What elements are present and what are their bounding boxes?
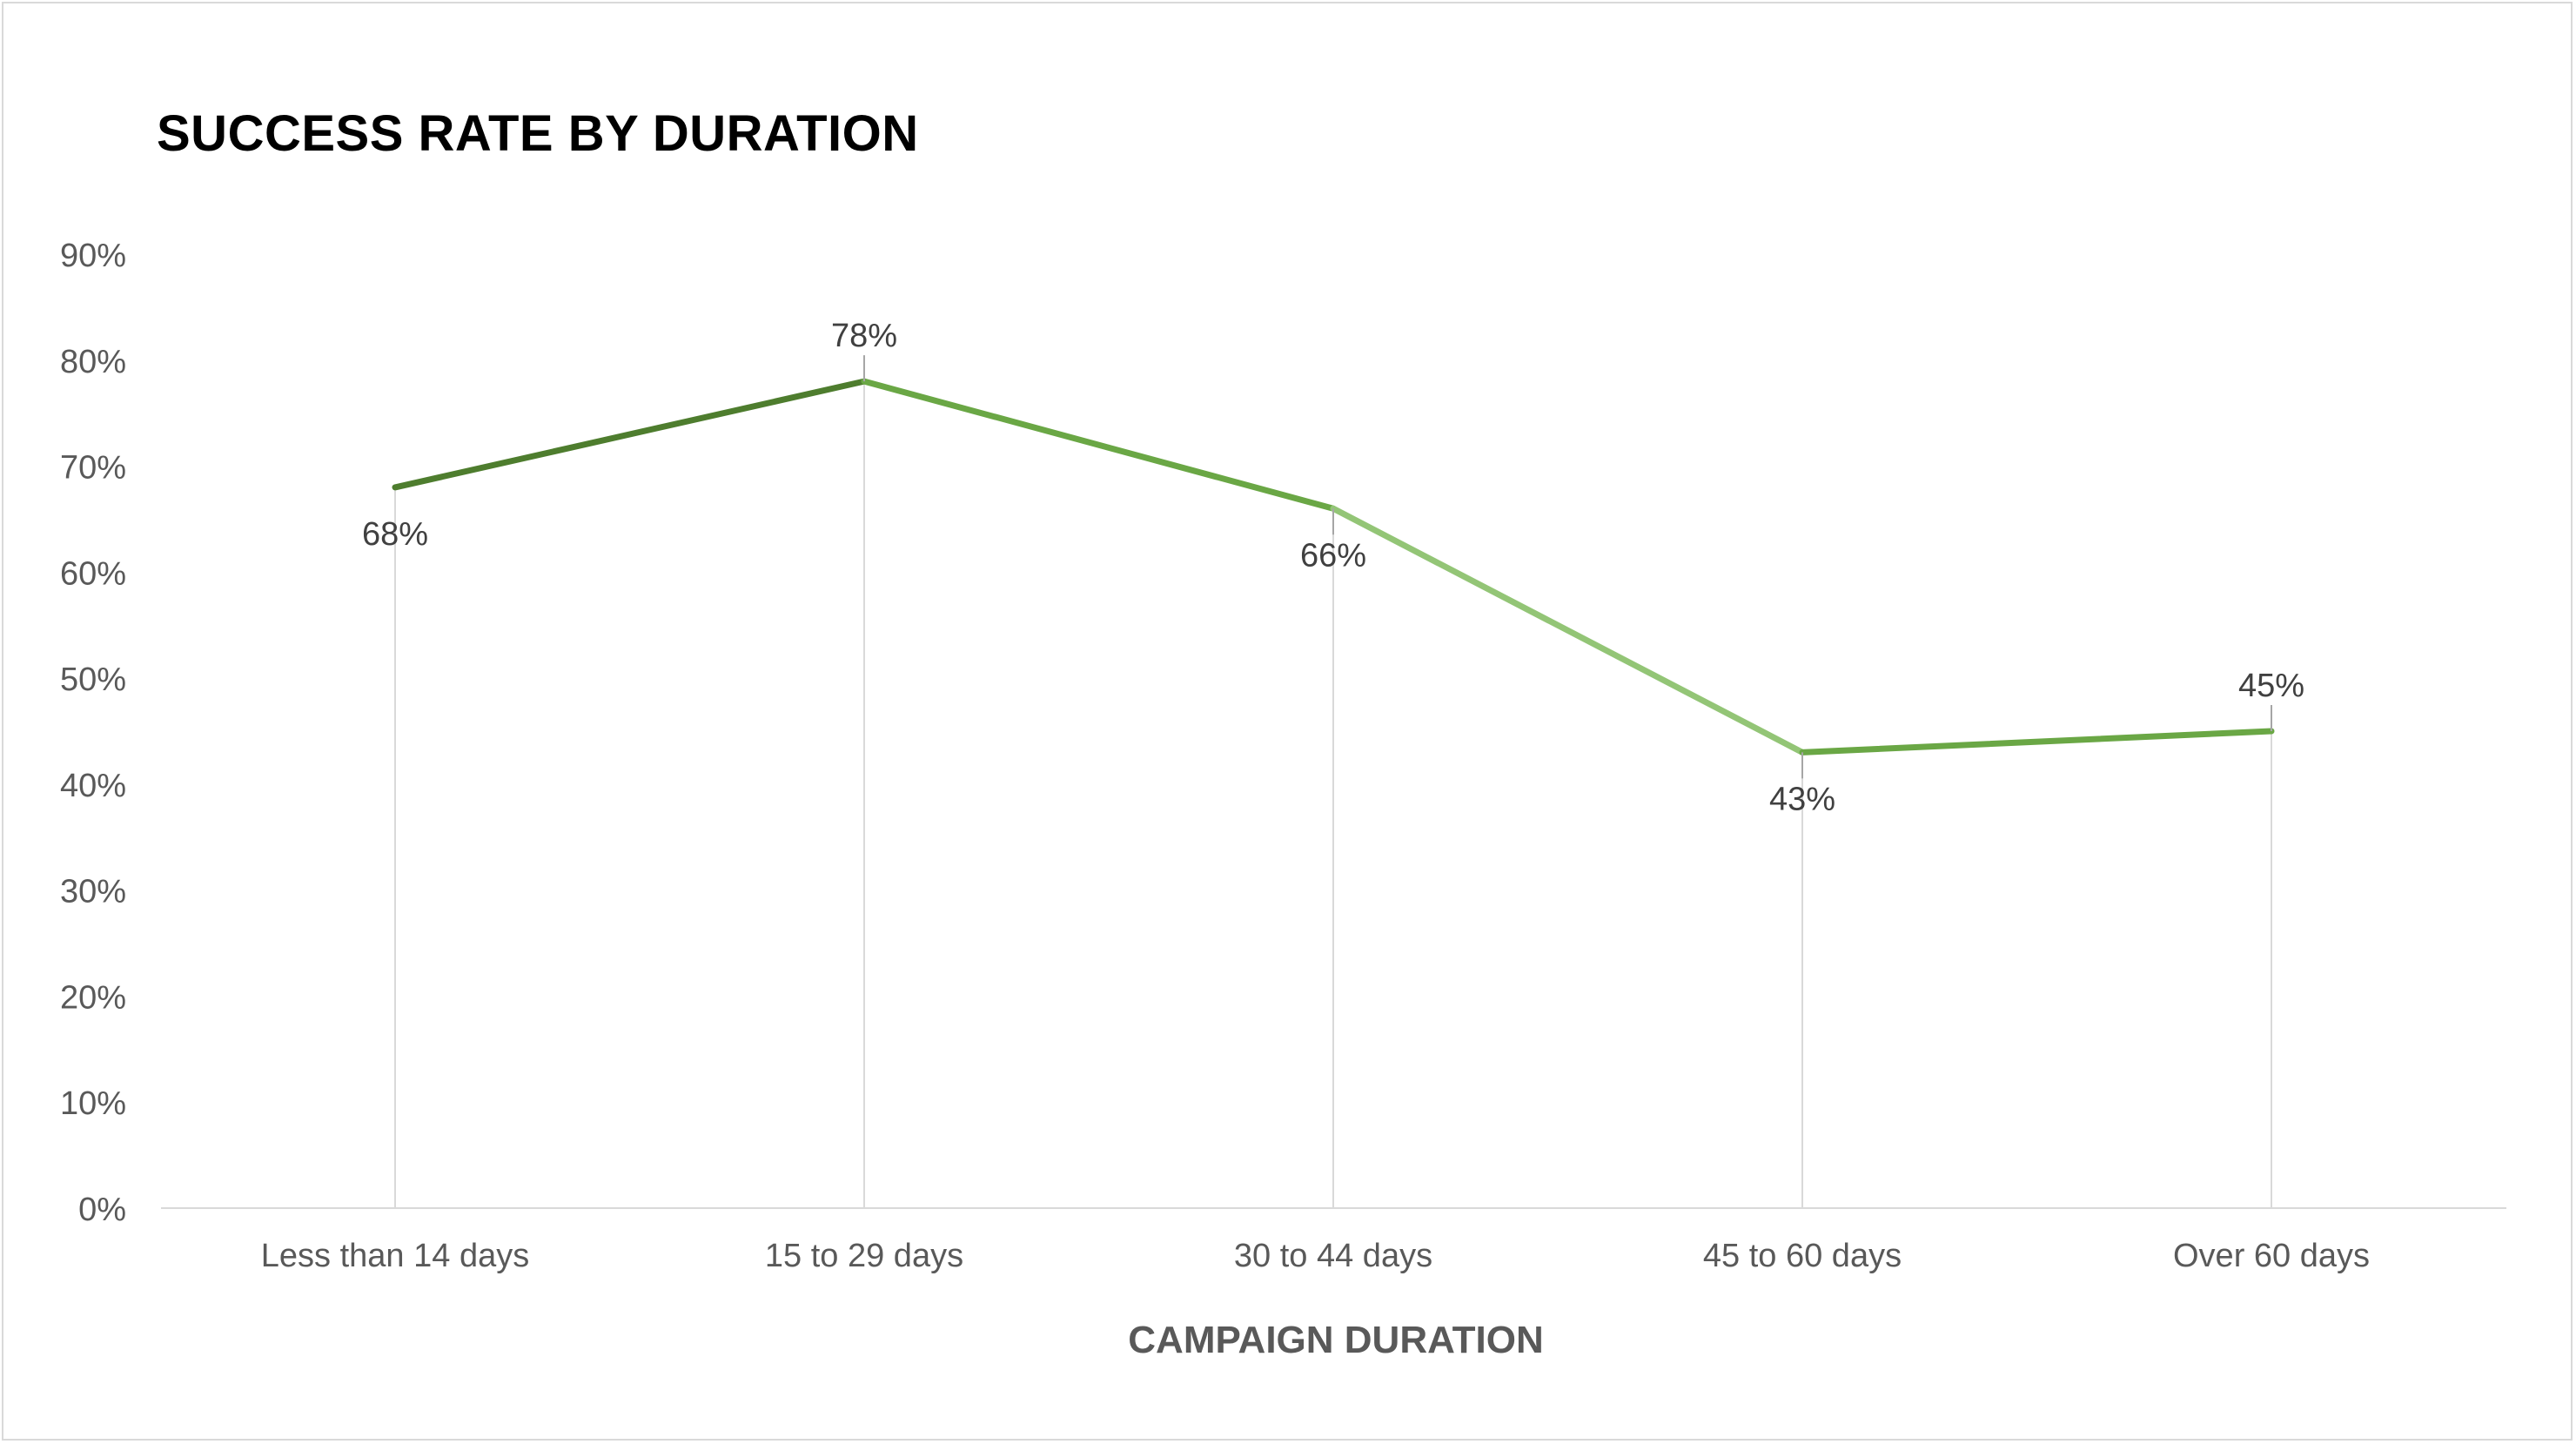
x-tick-label: Less than 14 days — [261, 1238, 529, 1274]
x-tick-label: 30 to 44 days — [1234, 1238, 1432, 1274]
data-label: 78% — [831, 318, 897, 354]
series-segment — [861, 378, 1337, 512]
series-segment — [392, 378, 868, 491]
y-tick-label: 90% — [60, 238, 126, 274]
y-tick-label: 0% — [78, 1192, 126, 1228]
x-axis-ticks: Less than 14 days 15 to 29 days 30 to 44 d… — [261, 1238, 2370, 1274]
data-label: 45% — [2238, 668, 2304, 704]
x-tick-label: Over 60 days — [2173, 1238, 2370, 1274]
series-segment — [1330, 505, 1806, 756]
x-tick-label: 45 to 60 days — [1703, 1238, 1902, 1274]
y-tick-label: 60% — [60, 555, 126, 592]
x-axis-title: CAMPAIGN DURATION — [1128, 1319, 1544, 1361]
data-label: 68% — [362, 516, 428, 553]
x-tick-label: 15 to 29 days — [765, 1238, 963, 1274]
y-tick-label: 10% — [60, 1085, 126, 1122]
y-tick-label: 50% — [60, 662, 126, 698]
chart-title: SUCCESS RATE BY DURATION — [157, 105, 919, 162]
series-line — [392, 378, 2275, 756]
y-tick-label: 70% — [60, 450, 126, 487]
y-tick-label: 40% — [60, 768, 126, 804]
data-labels: 68% 78% 66% 43% 45% — [362, 318, 2304, 817]
y-tick-label: 20% — [60, 979, 126, 1016]
drop-lines — [394, 381, 2272, 1208]
y-axis-ticks: 0% 10% 20% 30% 40% 50% 60% 70% 80% 90% — [60, 238, 126, 1228]
data-label: 43% — [1769, 781, 1835, 817]
series-segment — [1799, 728, 2275, 756]
y-tick-label: 30% — [60, 874, 126, 910]
y-tick-label: 80% — [60, 344, 126, 380]
data-label: 66% — [1300, 537, 1366, 574]
